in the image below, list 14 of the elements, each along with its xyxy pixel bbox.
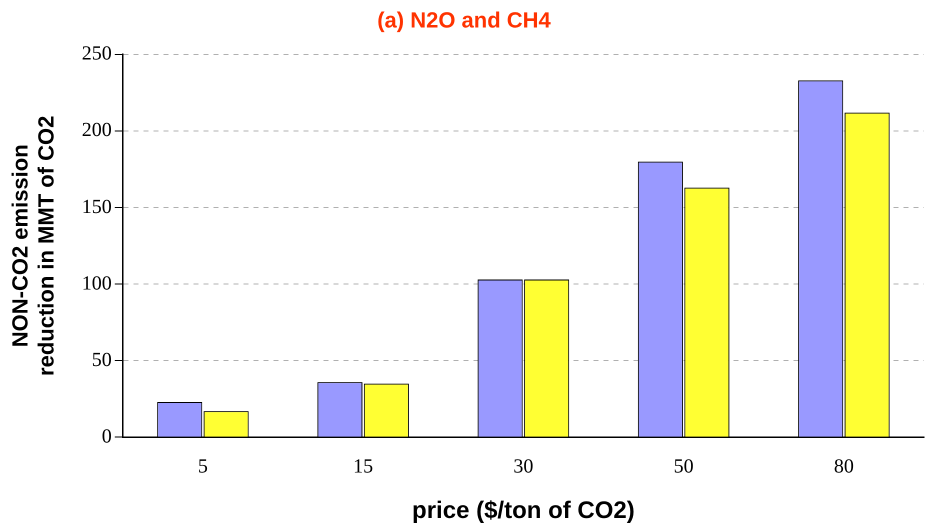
y-axis-title: NON-CO2 emission reduction in MMT of CO2 bbox=[7, 116, 59, 376]
x-axis-title: price ($/ton of CO2) bbox=[412, 497, 635, 524]
y-tick-label: 50 bbox=[92, 348, 112, 371]
x-tick-label: 80 bbox=[834, 455, 854, 478]
y-tick-label: 250 bbox=[82, 42, 112, 65]
chart-title: (a) N2O and CH4 bbox=[377, 7, 552, 32]
y-tick-label: 200 bbox=[82, 119, 112, 142]
x-tick-label: 15 bbox=[353, 455, 374, 478]
y-tick-label: 0 bbox=[102, 425, 112, 448]
x-tick-label: 50 bbox=[674, 455, 694, 478]
y-tick-label: 100 bbox=[82, 272, 112, 294]
x-tick-label: 30 bbox=[513, 455, 534, 478]
x-tick-label: 5 bbox=[198, 455, 208, 478]
y-tick-label: 150 bbox=[82, 196, 112, 218]
